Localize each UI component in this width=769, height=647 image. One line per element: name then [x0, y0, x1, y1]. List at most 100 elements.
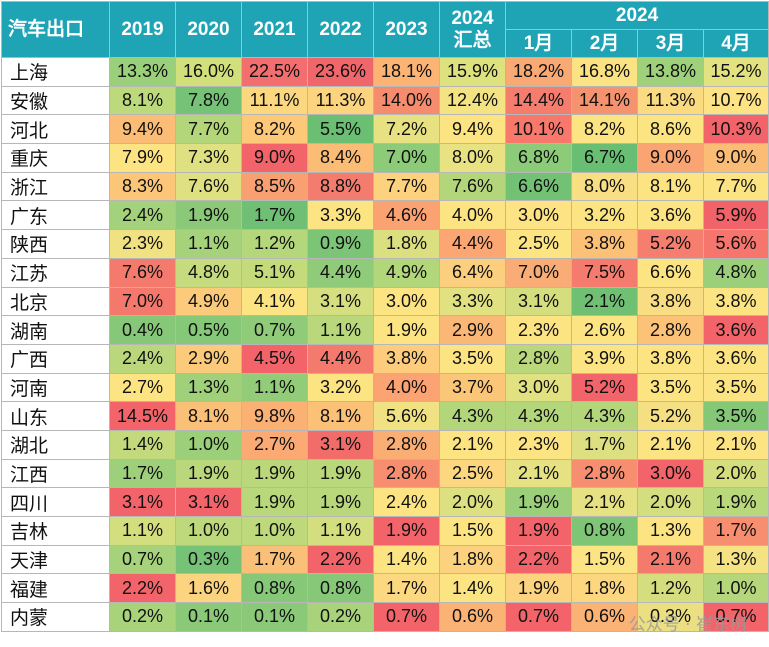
value-cell: 1.7%	[702, 516, 769, 546]
value-cell: 4.5%	[241, 343, 308, 374]
value-cell: 2.1%	[637, 544, 704, 575]
table-row: 江西 1.7% 1.9% 1.9% 1.9% 2.8% 2.5% 2.1% 2.8% 3.0% 2.…	[1, 458, 769, 489]
value-cell: 12.4%	[439, 85, 506, 116]
value-cell: 7.3%	[175, 143, 242, 173]
value-cell: 11.3%	[307, 85, 374, 116]
value-cell: 1.9%	[373, 516, 440, 546]
value-cell: 5.2%	[637, 401, 704, 431]
value-cell: 1.0%	[175, 429, 242, 460]
value-cell: 5.2%	[571, 372, 638, 403]
value-cell: 8.1%	[637, 171, 704, 202]
value-cell: 8.0%	[571, 171, 638, 202]
table-row: 河南 2.7% 1.3% 1.1% 3.2% 4.0% 3.7% 3.0% 5.2% 3.5% 3.…	[1, 372, 769, 403]
value-cell: 2.8%	[373, 458, 440, 489]
value-cell: 1.1%	[241, 372, 308, 403]
table-row: 山东 14.5% 8.1% 9.8% 8.1% 5.6% 4.3% 4.3% 4.3% 5.2% 3…	[1, 401, 769, 431]
value-cell: 10.7%	[702, 85, 769, 116]
value-cell: 1.2%	[637, 573, 704, 604]
value-cell: 3.1%	[307, 286, 374, 317]
value-cell: 6.4%	[439, 257, 506, 288]
value-cell: 2.2%	[109, 573, 176, 604]
value-cell: 2.1%	[571, 286, 638, 317]
value-cell: 2.5%	[505, 229, 572, 259]
value-cell: 0.7%	[109, 544, 176, 575]
value-cell: 2.0%	[439, 487, 506, 517]
corner-header: 汽车出口	[1, 1, 110, 58]
value-cell: 2.1%	[439, 429, 506, 460]
value-cell: 8.8%	[307, 171, 374, 202]
value-cell: 0.7%	[702, 602, 769, 632]
year-header-2020: 2020	[175, 1, 242, 58]
table-row: 江苏 7.6% 4.8% 5.1% 4.4% 4.9% 6.4% 7.0% 7.5% 6.6% 4.…	[1, 257, 769, 288]
month-header-3: 3月	[637, 29, 704, 58]
province-label: 河南	[1, 372, 110, 403]
value-cell: 0.3%	[175, 544, 242, 575]
value-cell: 2.7%	[109, 372, 176, 403]
value-cell: 1.1%	[175, 229, 242, 259]
value-cell: 4.1%	[241, 286, 308, 317]
value-cell: 3.2%	[571, 200, 638, 231]
value-cell: 2.8%	[637, 315, 704, 345]
year-header-2023: 2023	[373, 1, 440, 58]
value-cell: 15.9%	[439, 57, 506, 87]
province-label: 浙江	[1, 171, 110, 202]
value-cell: 2.7%	[241, 429, 308, 460]
value-cell: 7.7%	[373, 171, 440, 202]
table-row: 北京 7.0% 4.9% 4.1% 3.1% 3.0% 3.3% 3.1% 2.1% 3.8% 3.…	[1, 286, 769, 317]
value-cell: 3.8%	[702, 286, 769, 317]
value-cell: 3.6%	[702, 315, 769, 345]
value-cell: 3.0%	[505, 200, 572, 231]
value-cell: 0.6%	[571, 602, 638, 632]
table-row: 安徽 8.1% 7.8% 11.1% 11.3% 14.0% 12.4% 14.4% 14.1%…	[1, 85, 769, 116]
value-cell: 7.0%	[373, 143, 440, 173]
value-cell: 5.9%	[702, 200, 769, 231]
value-cell: 1.5%	[439, 516, 506, 546]
value-cell: 5.5%	[307, 114, 374, 145]
value-cell: 22.5%	[241, 57, 308, 87]
value-cell: 14.1%	[571, 85, 638, 116]
province-label: 河北	[1, 114, 110, 145]
value-cell: 2.3%	[505, 315, 572, 345]
value-cell: 1.7%	[241, 544, 308, 575]
value-cell: 6.8%	[505, 143, 572, 173]
value-cell: 0.7%	[241, 315, 308, 345]
table-body: 上海 13.3% 16.0% 22.5% 23.6% 18.1% 15.9% 18.2% 16.…	[1, 57, 769, 632]
value-cell: 1.0%	[241, 516, 308, 546]
value-cell: 5.6%	[373, 401, 440, 431]
value-cell: 1.9%	[505, 516, 572, 546]
value-cell: 3.7%	[439, 372, 506, 403]
value-cell: 8.2%	[241, 114, 308, 145]
province-label: 湖南	[1, 315, 110, 345]
ytd-header-label: 汇总	[453, 29, 492, 51]
value-cell: 2.2%	[505, 544, 572, 575]
value-cell: 1.5%	[571, 544, 638, 575]
value-cell: 15.2%	[702, 57, 769, 87]
value-cell: 1.0%	[702, 573, 769, 604]
value-cell: 7.6%	[439, 171, 506, 202]
year-header-2021: 2021	[241, 1, 308, 58]
value-cell: 5.1%	[241, 257, 308, 288]
value-cell: 3.3%	[439, 286, 506, 317]
province-label: 山东	[1, 401, 110, 431]
value-cell: 3.5%	[439, 343, 506, 374]
value-cell: 14.4%	[505, 85, 572, 116]
value-cell: 4.3%	[439, 401, 506, 431]
value-cell: 4.3%	[571, 401, 638, 431]
value-cell: 5.2%	[637, 229, 704, 259]
value-cell: 16.8%	[571, 57, 638, 87]
value-cell: 0.3%	[637, 602, 704, 632]
value-cell: 1.6%	[175, 573, 242, 604]
province-label: 广东	[1, 200, 110, 231]
value-cell: 2.4%	[373, 487, 440, 517]
ytd-header: 2024 汇总	[439, 1, 506, 58]
value-cell: 8.4%	[307, 143, 374, 173]
value-cell: 0.2%	[307, 602, 374, 632]
value-cell: 2.3%	[505, 429, 572, 460]
table-row: 湖北 1.4% 1.0% 2.7% 3.1% 2.8% 2.1% 2.3% 1.7% 2.1% 2.…	[1, 429, 769, 460]
value-cell: 3.1%	[175, 487, 242, 517]
value-cell: 1.9%	[175, 458, 242, 489]
value-cell: 4.9%	[175, 286, 242, 317]
value-cell: 1.9%	[307, 487, 374, 517]
value-cell: 2.0%	[702, 458, 769, 489]
value-cell: 1.9%	[307, 458, 374, 489]
